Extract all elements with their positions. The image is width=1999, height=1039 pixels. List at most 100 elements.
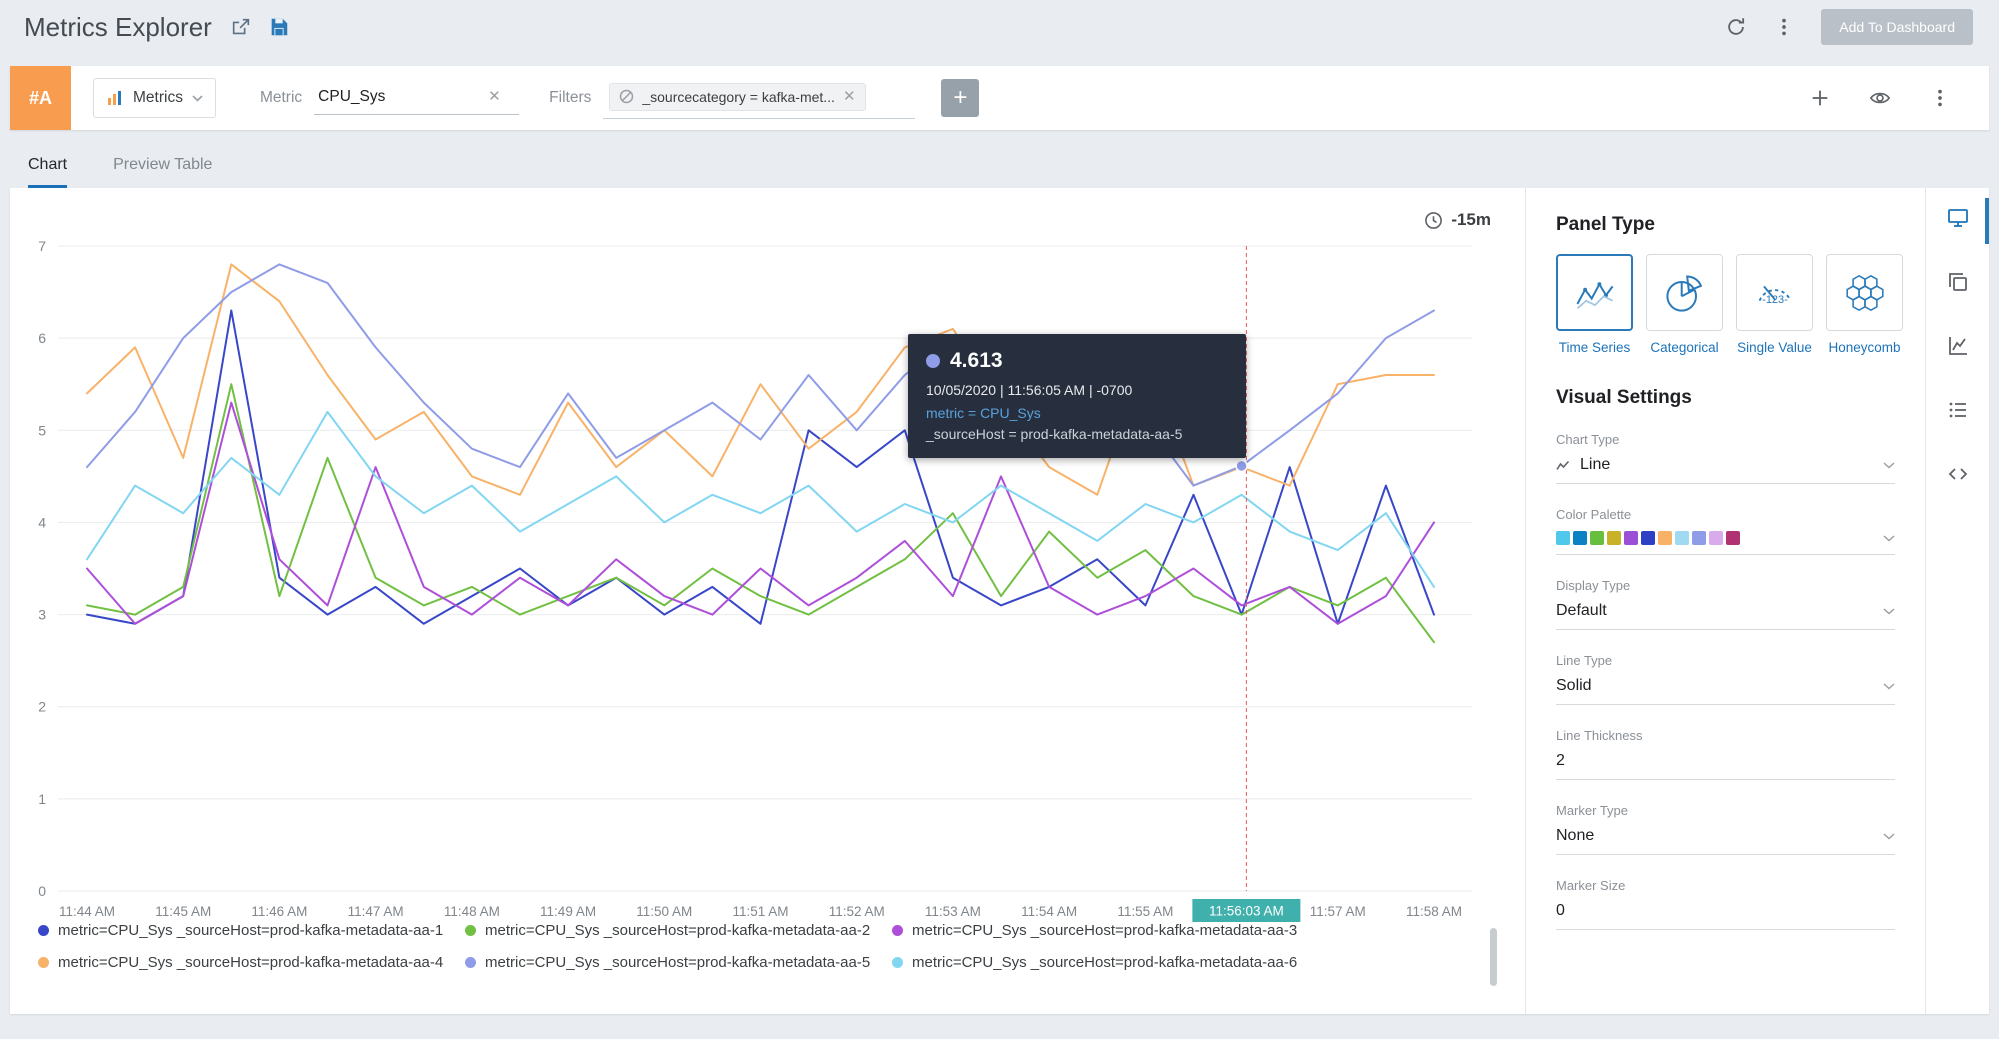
legend-label: metric=CPU_Sys _sourceHost=prod-kafka-me… bbox=[485, 954, 871, 971]
kebab-menu-icon[interactable] bbox=[1773, 16, 1795, 38]
chevron-down-icon bbox=[1883, 682, 1895, 690]
svg-text:4: 4 bbox=[38, 514, 46, 530]
legend-scrollbar[interactable] bbox=[1490, 928, 1497, 986]
svg-text:11:54 AM: 11:54 AM bbox=[1021, 904, 1077, 919]
query-type-select[interactable]: Metrics bbox=[93, 78, 216, 118]
legend-item[interactable]: metric=CPU_Sys _sourceHost=prod-kafka-me… bbox=[465, 922, 892, 939]
view-tabs: Chart Preview Table bbox=[0, 130, 1999, 188]
code-query-icon[interactable] bbox=[1946, 462, 1970, 486]
query-type-label: Metrics bbox=[133, 89, 183, 106]
svg-text:11:48 AM: 11:48 AM bbox=[444, 904, 500, 919]
legend-item[interactable]: metric=CPU_Sys _sourceHost=prod-kafka-me… bbox=[892, 922, 1319, 939]
line-type-select[interactable]: Solid bbox=[1556, 677, 1895, 705]
tooltip-series-dot bbox=[926, 354, 940, 368]
right-icon-strip bbox=[1925, 188, 1989, 1014]
svg-text:11:55 AM: 11:55 AM bbox=[1117, 904, 1173, 919]
chevron-down-icon bbox=[1883, 461, 1895, 469]
field-chart-type: Chart Type Line bbox=[1556, 432, 1895, 484]
legend-item[interactable]: metric=CPU_Sys _sourceHost=prod-kafka-me… bbox=[38, 922, 465, 939]
chevron-down-icon bbox=[1883, 607, 1895, 615]
metric-input[interactable] bbox=[318, 87, 479, 106]
open-share-icon[interactable] bbox=[230, 16, 252, 38]
field-line-thickness: Line Thickness bbox=[1556, 728, 1895, 780]
display-type-select[interactable]: Default bbox=[1556, 602, 1895, 630]
add-to-dashboard-button[interactable]: Add To Dashboard bbox=[1821, 9, 1973, 45]
legend-label: metric=CPU_Sys _sourceHost=prod-kafka-me… bbox=[485, 922, 871, 939]
svg-text:11:47 AM: 11:47 AM bbox=[348, 904, 404, 919]
metric-input-wrap: ✕ bbox=[314, 82, 520, 115]
legend-label: metric=CPU_Sys _sourceHost=prod-kafka-me… bbox=[58, 954, 444, 971]
legend-color-dot bbox=[465, 925, 476, 936]
marker-type-select[interactable]: None bbox=[1556, 827, 1895, 855]
svg-text:11:57 AM: 11:57 AM bbox=[1310, 904, 1366, 919]
palette-swatch bbox=[1692, 531, 1706, 545]
svg-text:11:50 AM: 11:50 AM bbox=[636, 904, 692, 919]
legend-settings-icon[interactable] bbox=[1946, 398, 1970, 422]
svg-text:3: 3 bbox=[38, 607, 46, 623]
tab-preview-table[interactable]: Preview Table bbox=[113, 156, 213, 173]
time-series-chart[interactable]: 0 1 2 3 4 5 6 7 11:44 AM 11:45 AM 11:46 AM 11:47 AM… bbox=[20, 234, 1480, 934]
display-type-value: Default bbox=[1556, 602, 1607, 619]
query-bar: #A Metrics Metric ✕ Filters _sourcecateg… bbox=[10, 66, 1989, 130]
legend-item[interactable]: metric=CPU_Sys _sourceHost=prod-kafka-me… bbox=[892, 954, 1319, 971]
clear-metric-icon[interactable]: ✕ bbox=[488, 88, 501, 105]
palette-swatch bbox=[1573, 531, 1587, 545]
metrics-chart-icon bbox=[106, 89, 124, 107]
palette-swatches bbox=[1556, 531, 1740, 545]
active-tool-indicator bbox=[1985, 198, 1989, 244]
tooltip-source-host: _sourceHost = prod-kafka-metadata-aa-5 bbox=[926, 426, 1183, 442]
filters-label: Filters bbox=[549, 89, 592, 106]
copy-panels-icon[interactable] bbox=[1946, 270, 1970, 294]
page-title: Metrics Explorer bbox=[24, 11, 212, 42]
visibility-eye-icon[interactable] bbox=[1869, 87, 1891, 109]
legend-item[interactable]: metric=CPU_Sys _sourceHost=prod-kafka-me… bbox=[465, 954, 892, 971]
refresh-icon[interactable] bbox=[1725, 16, 1747, 38]
legend-item[interactable]: metric=CPU_Sys _sourceHost=prod-kafka-me… bbox=[38, 954, 465, 971]
svg-text:11:46 AM: 11:46 AM bbox=[251, 904, 307, 919]
svg-text:11:53 AM: 11:53 AM bbox=[925, 904, 981, 919]
query-row-badge[interactable]: #A bbox=[10, 66, 71, 130]
top-header: Metrics Explorer bbox=[0, 0, 1999, 54]
visual-settings-heading: Visual Settings bbox=[1556, 387, 1692, 408]
categorical-pie-icon bbox=[1665, 275, 1702, 312]
svg-text:11:58 AM: 11:58 AM bbox=[1406, 904, 1462, 919]
tooltip-value: 4.613 bbox=[950, 349, 1003, 372]
marker-size-input[interactable] bbox=[1556, 893, 1895, 930]
svg-text:0: 0 bbox=[38, 883, 46, 899]
legend-label: metric=CPU_Sys _sourceHost=prod-kafka-me… bbox=[58, 922, 444, 939]
time-range-indicator[interactable]: -15m bbox=[1424, 210, 1491, 230]
query-kebab-icon[interactable] bbox=[1929, 87, 1951, 109]
tab-chart[interactable]: Chart bbox=[28, 156, 68, 188]
panel-option-single-value[interactable]: -123- Single Value bbox=[1736, 254, 1813, 355]
panel-option-honeycomb[interactable]: Honeycomb bbox=[1826, 254, 1903, 355]
axes-settings-icon[interactable] bbox=[1946, 334, 1970, 358]
add-row-icon[interactable] bbox=[1809, 87, 1831, 109]
filter-chip[interactable]: _sourcecategory = kafka-met... ✕ bbox=[609, 82, 866, 111]
honeycomb-icon bbox=[1845, 274, 1884, 311]
legend-label: metric=CPU_Sys _sourceHost=prod-kafka-me… bbox=[912, 922, 1298, 939]
save-icon[interactable] bbox=[268, 16, 290, 38]
palette-swatch bbox=[1590, 531, 1604, 545]
svg-text:11:45 AM: 11:45 AM bbox=[155, 904, 211, 919]
color-palette-select[interactable] bbox=[1556, 531, 1895, 555]
panel-option-time-series[interactable]: Time Series bbox=[1556, 254, 1633, 355]
filter-chip-text: _sourcecategory = kafka-met... bbox=[642, 88, 835, 105]
single-value-gauge-icon: -123- bbox=[1758, 285, 1791, 305]
tooltip-timestamp: 10/05/2020 | 11:56:05 AM | -0700 bbox=[926, 382, 1133, 398]
tooltip-metric: metric = CPU_Sys bbox=[926, 405, 1041, 421]
add-query-button[interactable]: + bbox=[941, 79, 980, 117]
svg-text:-123-: -123- bbox=[1762, 293, 1788, 305]
chevron-down-icon bbox=[192, 94, 203, 102]
palette-swatch bbox=[1624, 531, 1638, 545]
display-settings-icon[interactable] bbox=[1946, 206, 1970, 230]
metric-label: Metric bbox=[259, 89, 303, 106]
line-thickness-input[interactable] bbox=[1556, 743, 1895, 780]
chart-tooltip: 4.613 10/05/2020 | 11:56:05 AM | -0700 m… bbox=[908, 334, 1246, 458]
remove-filter-icon[interactable]: ✕ bbox=[842, 88, 856, 105]
svg-text:6: 6 bbox=[38, 330, 46, 346]
palette-swatch bbox=[1709, 531, 1723, 545]
main-card: -15m 0 1 2 3 4 5 6 7 11:44 AM 11:45 AM 11:46 AM 11:… bbox=[10, 188, 1989, 1014]
chart-type-select[interactable]: Line bbox=[1556, 456, 1895, 484]
filters-field[interactable]: _sourcecategory = kafka-met... ✕ bbox=[603, 78, 916, 119]
panel-option-categorical[interactable]: Categorical bbox=[1646, 254, 1723, 355]
